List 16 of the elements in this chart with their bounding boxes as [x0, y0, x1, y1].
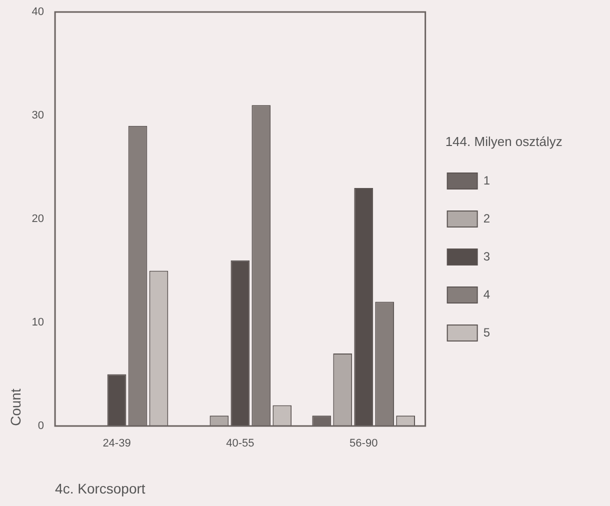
legend-label: 4: [483, 287, 490, 302]
y-axis-title: Count: [7, 388, 24, 426]
y-tick-label: 30: [32, 110, 44, 122]
x-tick-label: 56-90: [350, 438, 378, 450]
y-tick-label: 10: [32, 316, 44, 329]
legend-label: 2: [483, 211, 490, 226]
y-tick-label: 0: [38, 420, 44, 432]
y-tick-label: 40: [32, 6, 44, 18]
x-axis-title: 4c. Korcsoport: [55, 480, 146, 496]
legend-label: 3: [483, 249, 490, 264]
y-tick-label: 20: [32, 213, 44, 226]
x-tick-label: 40-55: [226, 438, 254, 450]
legend-title: 144. Milyen osztályz: [445, 134, 562, 150]
legend-label: 1: [483, 173, 490, 188]
legend-label: 5: [483, 325, 490, 340]
x-tick-label: 24-39: [102, 438, 131, 450]
